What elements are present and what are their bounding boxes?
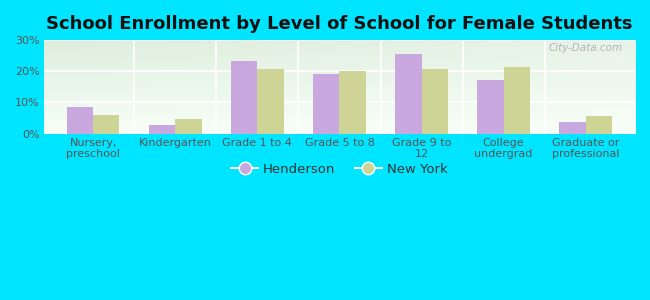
- Title: School Enrollment by Level of School for Female Students: School Enrollment by Level of School for…: [46, 15, 632, 33]
- Bar: [560, 122, 586, 134]
- Bar: [422, 69, 448, 134]
- Bar: [504, 67, 530, 134]
- Bar: [176, 119, 202, 134]
- Bar: [313, 74, 339, 134]
- Text: City-Data.com: City-Data.com: [549, 43, 623, 53]
- Legend: Henderson, New York: Henderson, New York: [226, 158, 453, 181]
- Bar: [339, 71, 366, 134]
- Bar: [395, 54, 422, 134]
- Bar: [257, 69, 283, 134]
- Bar: [586, 116, 612, 134]
- Bar: [231, 61, 257, 134]
- Bar: [477, 80, 504, 134]
- Bar: [93, 115, 120, 134]
- Bar: [67, 107, 93, 134]
- Bar: [149, 125, 176, 134]
